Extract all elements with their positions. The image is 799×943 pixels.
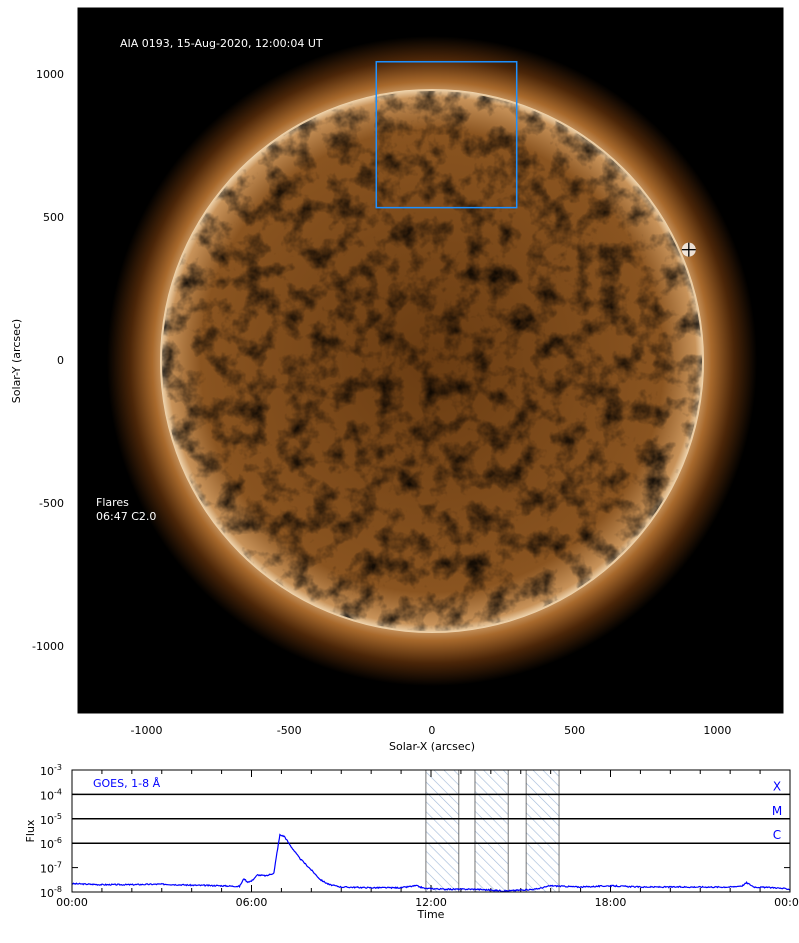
image-ytick-label: 0 [57,354,64,367]
image-xlabel: Solar-X (arcsec) [389,740,475,753]
shaded-interval [474,769,509,893]
flux-tick-label: 10-8 [40,885,62,900]
image-xtick-label: -1000 [131,724,163,737]
image-title: AIA 0193, 15-Aug-2020, 12:00:04 UT [120,37,323,50]
flare-entry: 06:47 C2.0 [96,510,156,523]
goes-legend: GOES, 1-8 Å [93,777,161,790]
class-label-M: M [772,804,782,818]
flux-tick-label: 10-5 [40,812,62,827]
goes-plot: XMC 00:00 06:00 12:00 18:00 00:00 10-3 10-4 10-… [24,763,799,921]
region-of-interest-box[interactable] [375,61,518,209]
image-ytick-label: 1000 [36,68,64,81]
class-label-C: C [773,828,781,842]
aia-image-panel: AIA 0193, 15-Aug-2020, 12:00:04 UT Flare… [10,7,784,753]
time-tick-label: 00:00 [56,896,88,909]
flux-tick-label: 10-6 [40,836,62,851]
goes-ylabel: Flux [24,819,37,842]
image-xtick-label: 0 [428,724,435,737]
image-ytick-label: -1000 [32,640,64,653]
coronal-hole-texture [162,91,702,631]
goes-flux-line [72,833,790,892]
image-axes-ticks: -1000 -500 0 500 1000 1000 500 0 -500 -1000 [32,8,783,737]
flux-tick-label: 10-3 [40,763,62,778]
image-ytick-label: 500 [43,211,64,224]
flare-marker-icon [681,242,696,257]
goes-xlabel: Time [417,908,445,921]
flares-label: Flares [96,496,129,509]
time-tick-label: 12:00 [415,896,447,909]
image-xtick-label: 500 [564,724,585,737]
shaded-intervals [425,769,560,893]
image-xtick-label: 1000 [703,724,731,737]
plot-frame [71,769,791,893]
time-tick-label: 18:00 [595,896,627,909]
time-tick-label: 00:00 [774,896,799,909]
shaded-interval [425,769,460,893]
flux-tick-label: 10-7 [40,861,62,876]
flux-tick-label: 10-4 [40,787,62,802]
class-lines: XMC [72,779,790,844]
image-ylabel: Solar-Y (arcsec) [10,319,23,403]
time-tick-label: 06:00 [236,896,268,909]
image-ytick-label: -500 [39,497,64,510]
image-xtick-label: -500 [277,724,302,737]
shaded-interval [525,769,560,893]
class-label-X: X [773,779,781,793]
image-frame [77,7,784,714]
